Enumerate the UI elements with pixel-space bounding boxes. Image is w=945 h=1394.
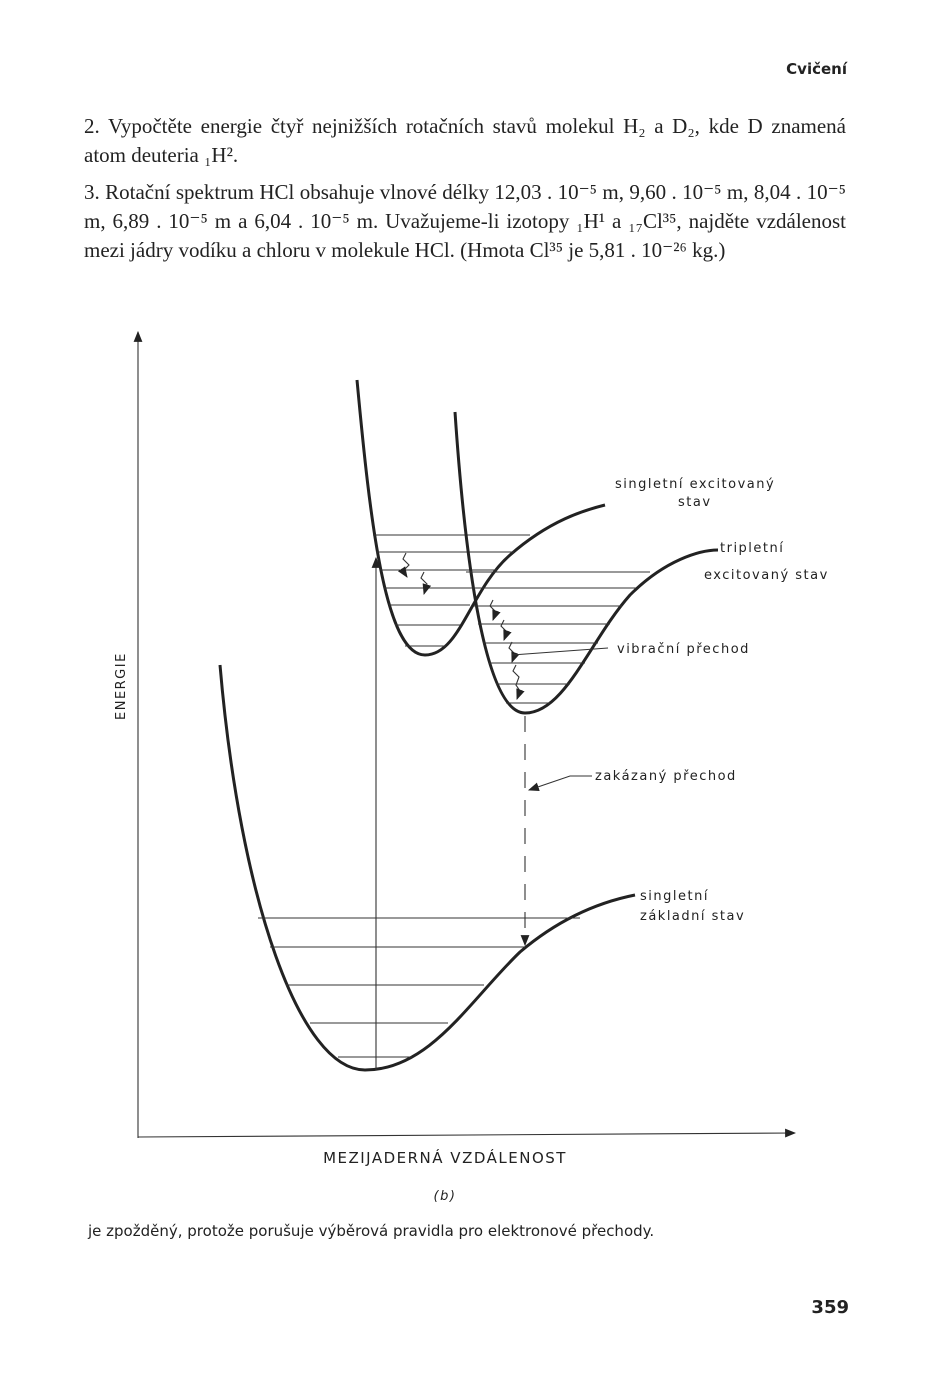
x-axis-label: MEZIJADERNÁ VZDÁLENOST xyxy=(323,1148,567,1167)
header-title: Cvičení xyxy=(786,60,847,78)
state-label: singletní xyxy=(640,889,709,904)
problem: 3. Rotační spektrum HCl obsahuje vlnové … xyxy=(84,180,846,262)
page-number: 359 xyxy=(811,1297,849,1318)
state-label: singletní excitovaný xyxy=(615,477,775,492)
state-label: excitovaný stav xyxy=(704,568,829,583)
state-label: tripletní xyxy=(720,541,784,556)
problem: 2. Vypočtěte energie čtyř nejnižších rot… xyxy=(84,114,846,167)
footer-text: je zpožděný, protože porušuje výběrová p… xyxy=(88,1222,655,1240)
state-label: stav xyxy=(678,495,712,510)
transition-label: zakázaný přechod xyxy=(595,769,737,784)
transition-label: vibrační přechod xyxy=(617,642,750,657)
y-axis-label: ENERGIE xyxy=(114,652,129,720)
caption: (b) xyxy=(434,1189,457,1204)
state-label: základní stav xyxy=(640,909,745,924)
